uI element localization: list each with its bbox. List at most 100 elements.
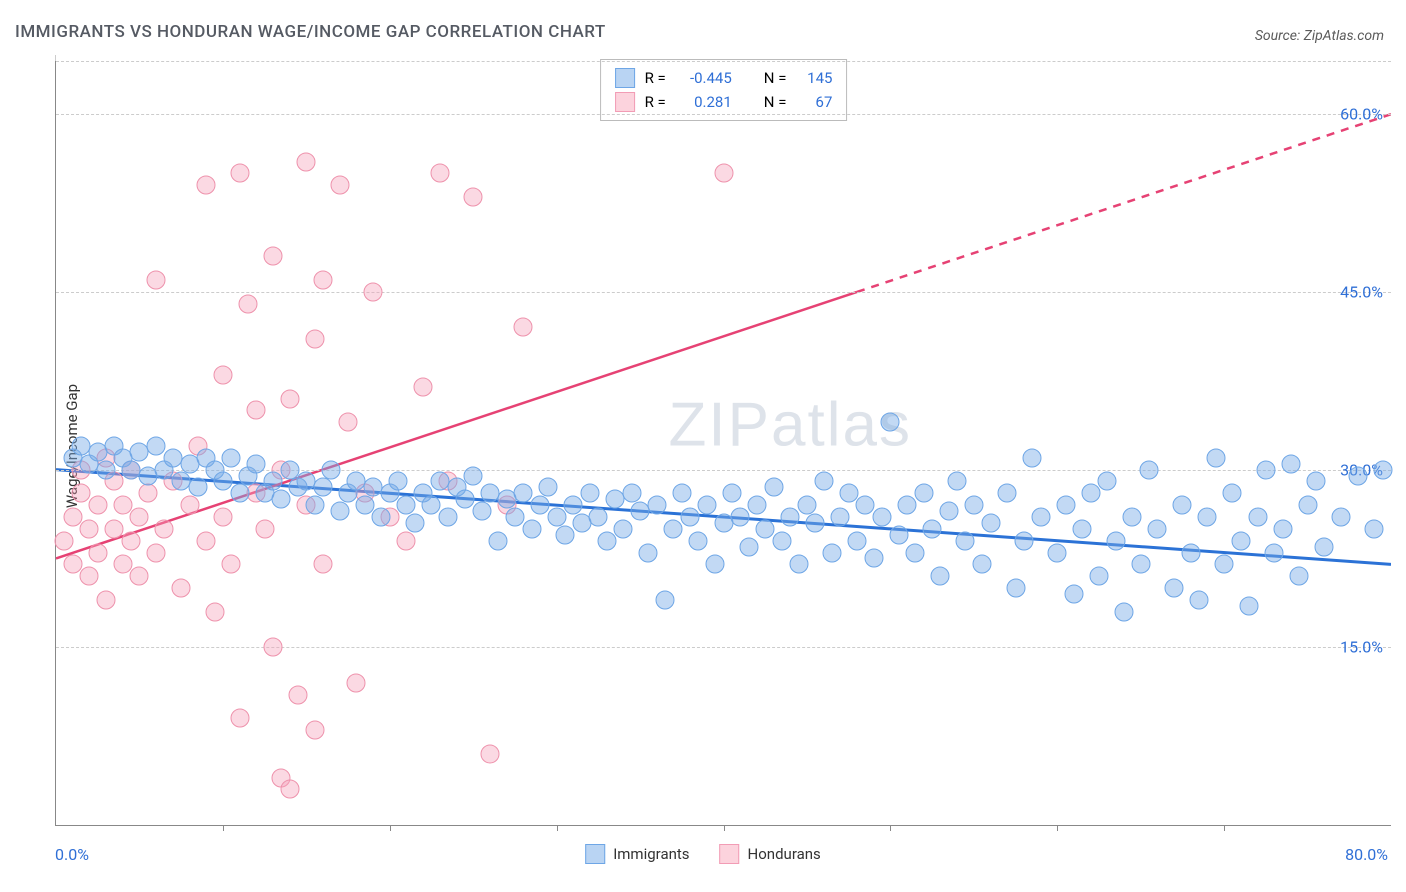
scatter-point-hondurans bbox=[430, 164, 449, 183]
scatter-point-immigrants bbox=[689, 531, 708, 550]
scatter-point-immigrants bbox=[697, 496, 716, 515]
scatter-point-hondurans bbox=[147, 271, 166, 290]
scatter-point-hondurans bbox=[113, 555, 132, 574]
scatter-point-immigrants bbox=[547, 508, 566, 527]
scatter-point-immigrants bbox=[898, 496, 917, 515]
scatter-point-hondurans bbox=[63, 555, 82, 574]
scatter-point-immigrants bbox=[647, 496, 666, 515]
scatter-point-immigrants bbox=[1064, 585, 1083, 604]
scatter-point-hondurans bbox=[263, 247, 282, 266]
scatter-point-immigrants bbox=[439, 508, 458, 527]
scatter-point-immigrants bbox=[1315, 537, 1334, 556]
scatter-point-immigrants bbox=[314, 478, 333, 497]
legend-bottom: Immigrants Hondurans bbox=[585, 844, 821, 864]
scatter-point-hondurans bbox=[464, 188, 483, 207]
scatter-point-immigrants bbox=[639, 543, 658, 562]
scatter-point-immigrants bbox=[739, 537, 758, 556]
scatter-point-hondurans bbox=[305, 721, 324, 740]
scatter-point-immigrants bbox=[247, 454, 266, 473]
scatter-point-immigrants bbox=[1165, 579, 1184, 598]
chart-title: IMMIGRANTS VS HONDURAN WAGE/INCOME GAP C… bbox=[15, 22, 606, 42]
legend-swatch-icon bbox=[615, 68, 635, 88]
ytick-label: 45.0% bbox=[1340, 282, 1383, 301]
scatter-point-immigrants bbox=[923, 519, 942, 538]
scatter-point-immigrants bbox=[1265, 543, 1284, 562]
scatter-point-hondurans bbox=[147, 543, 166, 562]
scatter-point-immigrants bbox=[731, 508, 750, 527]
scatter-point-immigrants bbox=[1073, 519, 1092, 538]
scatter-point-hondurans bbox=[55, 531, 74, 550]
scatter-point-immigrants bbox=[1198, 508, 1217, 527]
scatter-point-immigrants bbox=[1298, 496, 1317, 515]
scatter-point-hondurans bbox=[213, 365, 232, 384]
scatter-point-immigrants bbox=[1006, 579, 1025, 598]
scatter-point-immigrants bbox=[1115, 602, 1134, 621]
scatter-point-immigrants bbox=[213, 472, 232, 491]
scatter-point-hondurans bbox=[130, 567, 149, 586]
legend-swatch-icon bbox=[615, 92, 635, 112]
correlation-row: R =0.281N =67 bbox=[615, 90, 833, 114]
legend-label: Immigrants bbox=[613, 845, 689, 863]
scatter-point-hondurans bbox=[138, 484, 157, 503]
scatter-point-immigrants bbox=[280, 460, 299, 479]
scatter-point-hondurans bbox=[347, 673, 366, 692]
scatter-point-immigrants bbox=[530, 496, 549, 515]
scatter-point-immigrants bbox=[1206, 448, 1225, 467]
scatter-point-immigrants bbox=[756, 519, 775, 538]
scatter-point-hondurans bbox=[230, 709, 249, 728]
scatter-point-hondurans bbox=[80, 567, 99, 586]
r-value: 0.281 bbox=[676, 90, 732, 114]
scatter-point-immigrants bbox=[1248, 508, 1267, 527]
legend-item: Immigrants bbox=[585, 844, 689, 864]
scatter-point-immigrants bbox=[906, 543, 925, 562]
scatter-point-immigrants bbox=[330, 502, 349, 521]
correlation-box: R =-0.445N =145R = 0.281 N = 67 bbox=[600, 59, 848, 121]
scatter-point-immigrants bbox=[948, 472, 967, 491]
scatter-point-immigrants bbox=[964, 496, 983, 515]
scatter-point-hondurans bbox=[88, 543, 107, 562]
scatter-point-immigrants bbox=[931, 567, 950, 586]
x-axis-end-label: 80.0% bbox=[1345, 845, 1388, 864]
scatter-point-immigrants bbox=[405, 513, 424, 532]
scatter-point-immigrants bbox=[806, 513, 825, 532]
xtick bbox=[890, 825, 891, 831]
scatter-point-immigrants bbox=[1331, 508, 1350, 527]
scatter-point-immigrants bbox=[514, 484, 533, 503]
r-label: R = bbox=[645, 90, 666, 114]
chart-source: Source: ZipAtlas.com bbox=[1255, 28, 1384, 44]
scatter-point-immigrants bbox=[1281, 454, 1300, 473]
correlation-row: R =-0.445N =145 bbox=[615, 66, 833, 90]
scatter-point-immigrants bbox=[656, 590, 675, 609]
scatter-point-immigrants bbox=[372, 508, 391, 527]
scatter-point-immigrants bbox=[1148, 519, 1167, 538]
scatter-point-immigrants bbox=[839, 484, 858, 503]
xtick bbox=[557, 825, 558, 831]
scatter-point-immigrants bbox=[789, 555, 808, 574]
scatter-point-immigrants bbox=[1031, 508, 1050, 527]
scatter-point-immigrants bbox=[489, 531, 508, 550]
legend-swatch-icon bbox=[720, 844, 740, 864]
scatter-point-immigrants bbox=[505, 508, 524, 527]
scatter-point-immigrants bbox=[539, 478, 558, 497]
scatter-point-hondurans bbox=[480, 744, 499, 763]
n-value: 67 bbox=[796, 90, 832, 114]
scatter-point-hondurans bbox=[305, 330, 324, 349]
scatter-point-immigrants bbox=[881, 413, 900, 432]
scatter-point-hondurans bbox=[247, 401, 266, 420]
scatter-point-immigrants bbox=[222, 448, 241, 467]
legend-item: Hondurans bbox=[720, 844, 821, 864]
legend-swatch-icon bbox=[585, 844, 605, 864]
n-label: N = bbox=[764, 66, 787, 90]
scatter-point-hondurans bbox=[197, 176, 216, 195]
scatter-point-immigrants bbox=[1190, 590, 1209, 609]
scatter-point-hondurans bbox=[97, 590, 116, 609]
gridline-h bbox=[56, 114, 1391, 115]
scatter-point-immigrants bbox=[722, 484, 741, 503]
scatter-point-immigrants bbox=[914, 484, 933, 503]
scatter-point-immigrants bbox=[856, 496, 875, 515]
scatter-point-immigrants bbox=[1014, 531, 1033, 550]
scatter-point-immigrants bbox=[555, 525, 574, 544]
scatter-point-hondurans bbox=[88, 496, 107, 515]
scatter-point-hondurans bbox=[364, 282, 383, 301]
scatter-point-immigrants bbox=[322, 460, 341, 479]
